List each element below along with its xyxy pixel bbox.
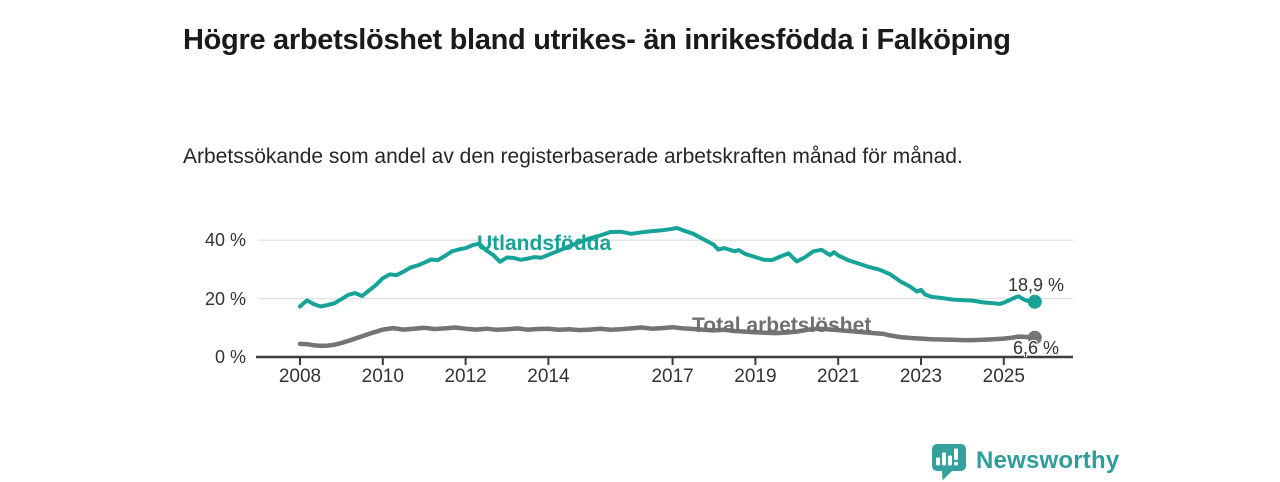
x-tick-label: 2012: [444, 366, 487, 387]
end-value-label-utlandsfodda: 18,9 %: [1008, 275, 1065, 295]
end-dot-utlandsfodda: [1027, 294, 1042, 309]
end-value-label-total: 6,6 %: [1013, 338, 1060, 358]
brand-wordmark: Newsworthy: [976, 447, 1120, 474]
x-tick-label: 2019: [734, 366, 777, 387]
y-tick-label: 0 %: [214, 347, 246, 367]
x-tick-label: 2023: [899, 366, 943, 387]
x-tick-label: 2010: [361, 366, 404, 387]
x-tick-label: 2014: [527, 366, 570, 387]
series-line-utlandsfodda: [298, 225, 1037, 309]
newsworthy-logo: [928, 442, 968, 482]
x-tick-label: 2025: [982, 366, 1025, 387]
y-tick-label: 40 %: [204, 230, 246, 251]
y-tick-label: 20 %: [204, 288, 246, 309]
series-line-total: [297, 324, 1038, 349]
page-title: Högre arbetslöshet bland utrikes- än inr…: [183, 24, 1011, 57]
x-tick-label: 2017: [651, 366, 694, 387]
series-label-total-arbetsloshet: Total arbetslöshet: [692, 314, 872, 337]
x-tick-label: 2008: [278, 366, 322, 387]
chart-subtitle: Arbetssökande som andel av den registerb…: [183, 145, 963, 168]
x-tick-label: 2021: [817, 366, 860, 387]
bar-chart-speech-bubble-icon: [932, 444, 966, 481]
series-label-utlandsfodda: Utlandsfödda: [477, 232, 612, 255]
end-dot-total: [1027, 330, 1042, 345]
